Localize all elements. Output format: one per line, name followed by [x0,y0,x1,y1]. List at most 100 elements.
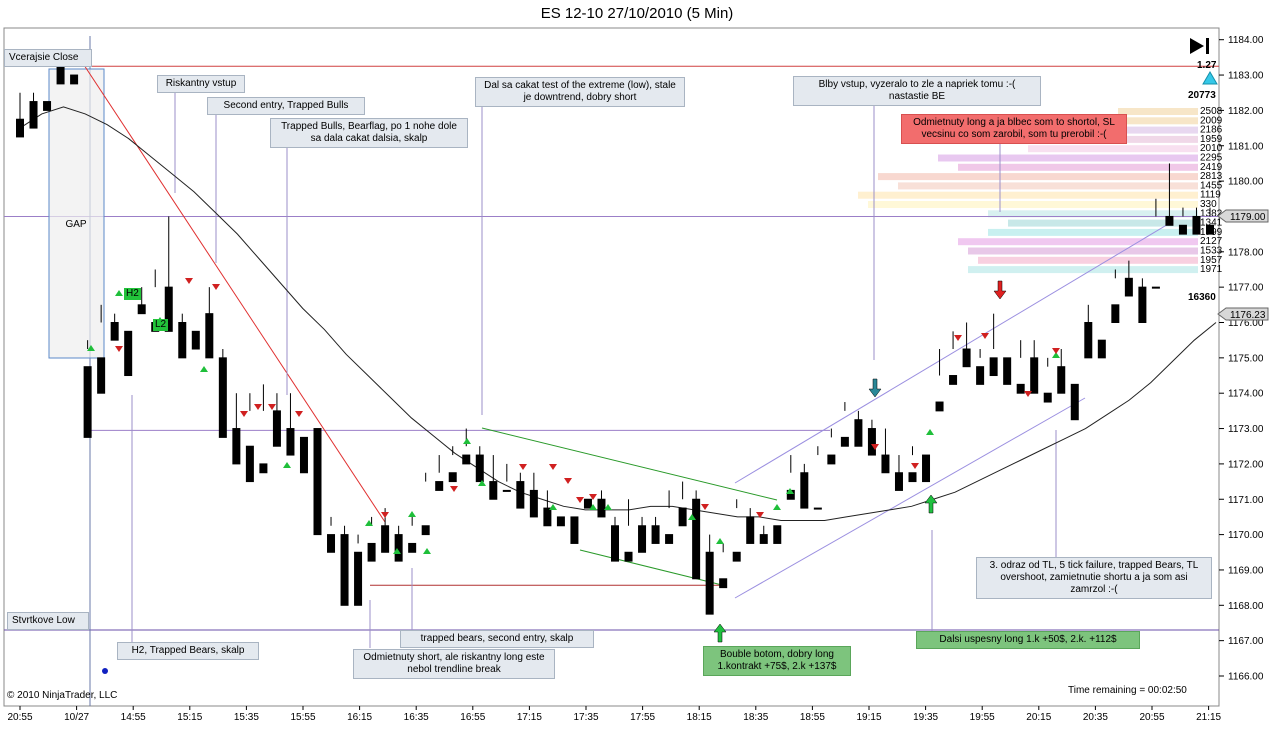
candle [854,410,863,447]
candle [448,446,457,483]
candle [922,454,931,483]
svg-text:1179.00: 1179.00 [1230,212,1266,223]
volume-mid: 16360 [1188,292,1216,303]
sell-marker [268,404,276,410]
volume-top: 20773 [1188,90,1216,101]
volume-profile-label: 1341 [1200,218,1223,229]
volume-profile-bar [1108,126,1198,134]
time-remaining: Time remaining = 00:02:50 [1068,685,1187,696]
tag-l2: L2 [153,319,169,331]
volume-profile-label: 1533 [1200,246,1223,257]
tag-h2: H2 [124,288,141,300]
volume-profile-label: 2508 [1200,106,1223,117]
candle [1178,207,1187,235]
candle [1111,269,1120,324]
y-tick-label: 1183.00 [1228,71,1264,82]
buy-marker [716,538,724,544]
x-tick-label: 15:55 [290,712,315,723]
y-tick-label: 1168.00 [1228,601,1264,612]
volume-profile-label: 2295 [1200,153,1223,164]
play-icon[interactable] [1190,38,1209,54]
volume-profile-bar [1028,145,1198,153]
candle [1206,207,1214,235]
candle [178,313,187,359]
candle [299,436,308,474]
y-tick-label: 1178.00 [1228,247,1264,258]
candle [272,393,281,447]
candle [164,216,173,332]
x-tick-label: 17:35 [573,712,598,723]
y-tick-label: 1172.00 [1228,459,1264,470]
volume-profile-label: 2010 [1200,143,1223,154]
candle [638,516,647,553]
candle [800,463,809,509]
annotation-gap: GAP [65,219,87,230]
sell-marker [519,464,527,470]
candle [813,446,822,510]
candle [124,330,133,377]
sell-marker [295,411,303,417]
volume-profile-bar [988,210,1198,218]
x-tick-label: 18:15 [687,712,712,723]
candle [70,74,79,85]
volume-profile-bar [968,266,1198,274]
candle [502,463,511,492]
candle [1165,163,1174,226]
sell-marker [701,504,709,510]
sell-marker [240,411,248,417]
y-tick-label: 1180.00 [1228,177,1264,188]
buy-marker [408,511,416,517]
candle [16,92,24,138]
candle [245,393,254,483]
candle [1003,357,1012,385]
buy-marker [283,462,291,468]
y-tick-label: 1171.00 [1228,495,1264,506]
candle [394,525,403,562]
candle [732,499,741,562]
volume-profile-label: 1455 [1200,180,1223,191]
candle [489,455,498,500]
candle [1057,349,1066,394]
candle [827,428,836,465]
channel-top [734,222,1171,484]
sell-marker [1052,348,1060,354]
sell-marker [576,497,584,503]
volume-profile-bar [1118,117,1198,125]
candle [908,446,917,483]
y-tick-label: 1182.00 [1228,106,1264,117]
candle [989,313,998,377]
annotation-odraz-tl: 3. odraz od TL, 5 tick failure, trapped … [976,557,1212,599]
candle [624,499,633,562]
red-trendline [81,61,386,523]
ratio-label: 1.27 [1197,60,1217,71]
annotation-stvrtkove-low: Stvrtkove Low [7,612,89,630]
x-tick-label: 15:35 [234,712,259,723]
candle [110,313,119,341]
buy-marker [589,504,597,510]
x-tick-label: 20:55 [7,712,32,723]
candle [678,481,687,527]
channel-bottom [734,397,1086,599]
y-tick-label: 1177.00 [1228,283,1264,294]
x-tick-label: 10/27 [64,712,89,723]
x-tick-label: 16:15 [347,712,372,723]
x-tick-label: 17:15 [517,712,542,723]
volume-profile-bar [938,154,1198,162]
short-entry-arrow-icon [993,280,1007,300]
candle [705,534,714,615]
candle [597,490,606,518]
candle [205,287,214,359]
volume-profile-bar [1118,108,1198,115]
volume-profile-label: 1382 [1200,208,1223,219]
annotation-dal-sa-cakat: Dal sa cakat test of the extreme (low), … [475,77,685,107]
volume-profile-label: 330 [1200,199,1217,210]
buy-marker [786,488,794,494]
annotation-trapped-bears-second: trapped bears, second entry, skalp [400,630,594,648]
candle [97,304,106,394]
candle [421,472,430,536]
up-arrow-icon [1202,71,1218,85]
x-tick-label: 20:35 [1083,712,1108,723]
candle [529,472,538,518]
volume-profile-label: 2186 [1200,125,1223,136]
candle [611,516,619,562]
